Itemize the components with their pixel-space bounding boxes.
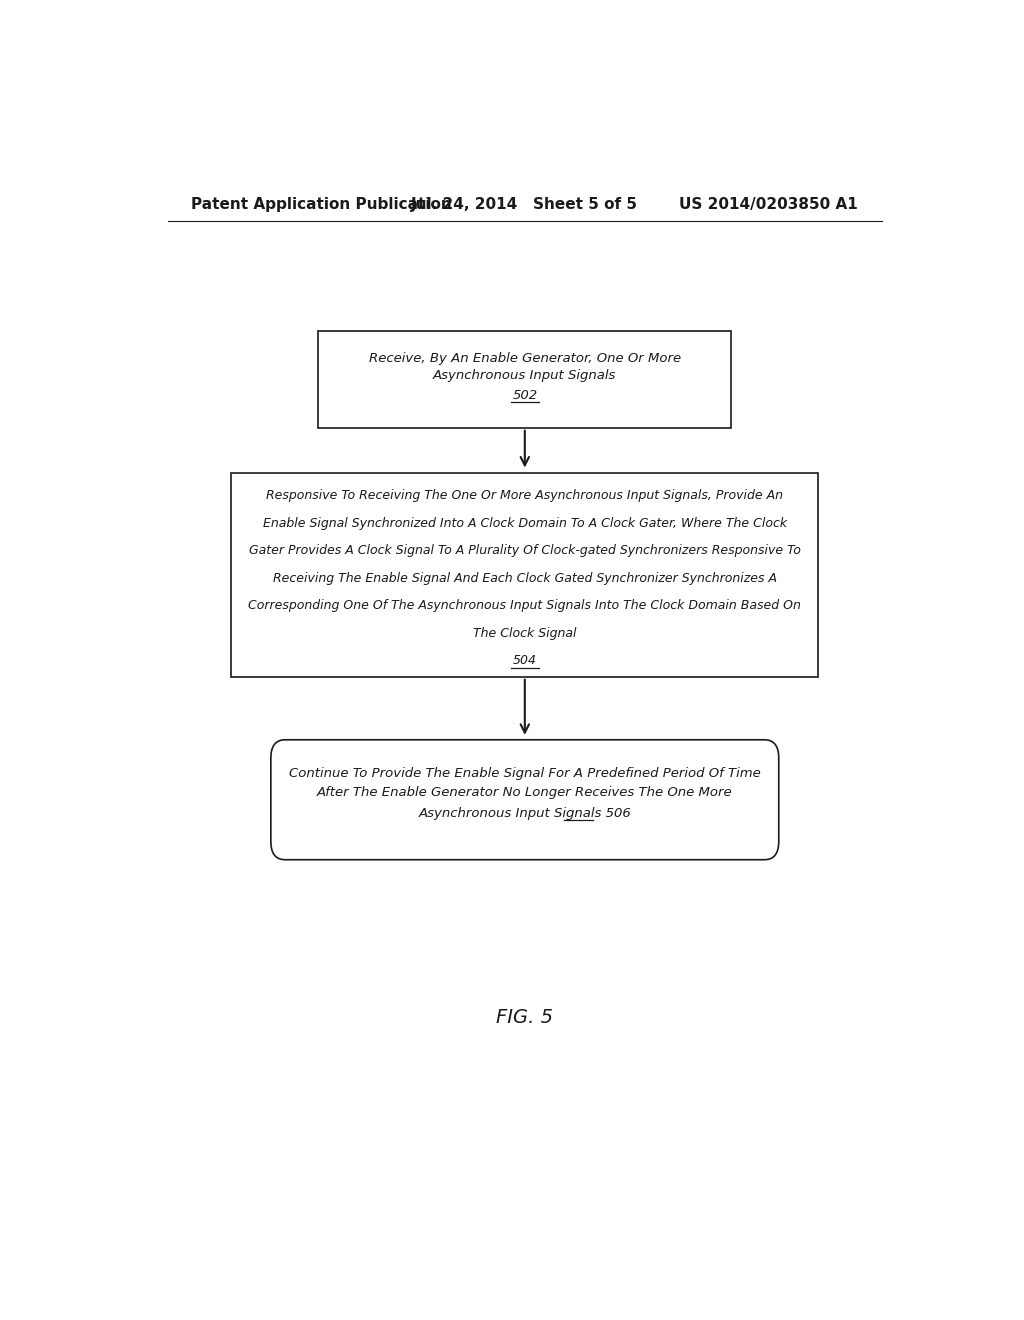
Text: Receiving The Enable Signal And Each Clock Gated Synchronizer Synchronizes A: Receiving The Enable Signal And Each Clo… bbox=[272, 572, 777, 585]
Text: 502: 502 bbox=[512, 389, 538, 403]
Text: Gater Provides A Clock Signal To A Plurality Of Clock-gated Synchronizers Respon: Gater Provides A Clock Signal To A Plura… bbox=[249, 544, 801, 557]
Text: Jul. 24, 2014   Sheet 5 of 5: Jul. 24, 2014 Sheet 5 of 5 bbox=[412, 197, 638, 211]
Text: 504: 504 bbox=[513, 653, 537, 667]
Text: Corresponding One Of The Asynchronous Input Signals Into The Clock Domain Based : Corresponding One Of The Asynchronous In… bbox=[249, 599, 801, 612]
Text: Receive, By An Enable Generator, One Or More: Receive, By An Enable Generator, One Or … bbox=[369, 351, 681, 364]
FancyBboxPatch shape bbox=[270, 739, 779, 859]
Text: US 2014/0203850 A1: US 2014/0203850 A1 bbox=[679, 197, 858, 211]
Text: FIG. 5: FIG. 5 bbox=[497, 1007, 553, 1027]
Text: The Clock Signal: The Clock Signal bbox=[473, 627, 577, 640]
FancyBboxPatch shape bbox=[231, 474, 818, 677]
Text: Patent Application Publication: Patent Application Publication bbox=[191, 197, 453, 211]
Text: Responsive To Receiving The One Or More Asynchronous Input Signals, Provide An: Responsive To Receiving The One Or More … bbox=[266, 490, 783, 503]
Text: Continue To Provide The Enable Signal For A Predefined Period Of Time: Continue To Provide The Enable Signal Fo… bbox=[289, 767, 761, 780]
Text: After The Enable Generator No Longer Receives The One More: After The Enable Generator No Longer Rec… bbox=[317, 787, 732, 799]
FancyBboxPatch shape bbox=[318, 331, 731, 428]
Text: Enable Signal Synchronized Into A Clock Domain To A Clock Gater, Where The Clock: Enable Signal Synchronized Into A Clock … bbox=[263, 517, 786, 529]
Text: Asynchronous Input Signals: Asynchronous Input Signals bbox=[433, 368, 616, 381]
Text: Asynchronous Input Signals 506: Asynchronous Input Signals 506 bbox=[419, 808, 631, 821]
